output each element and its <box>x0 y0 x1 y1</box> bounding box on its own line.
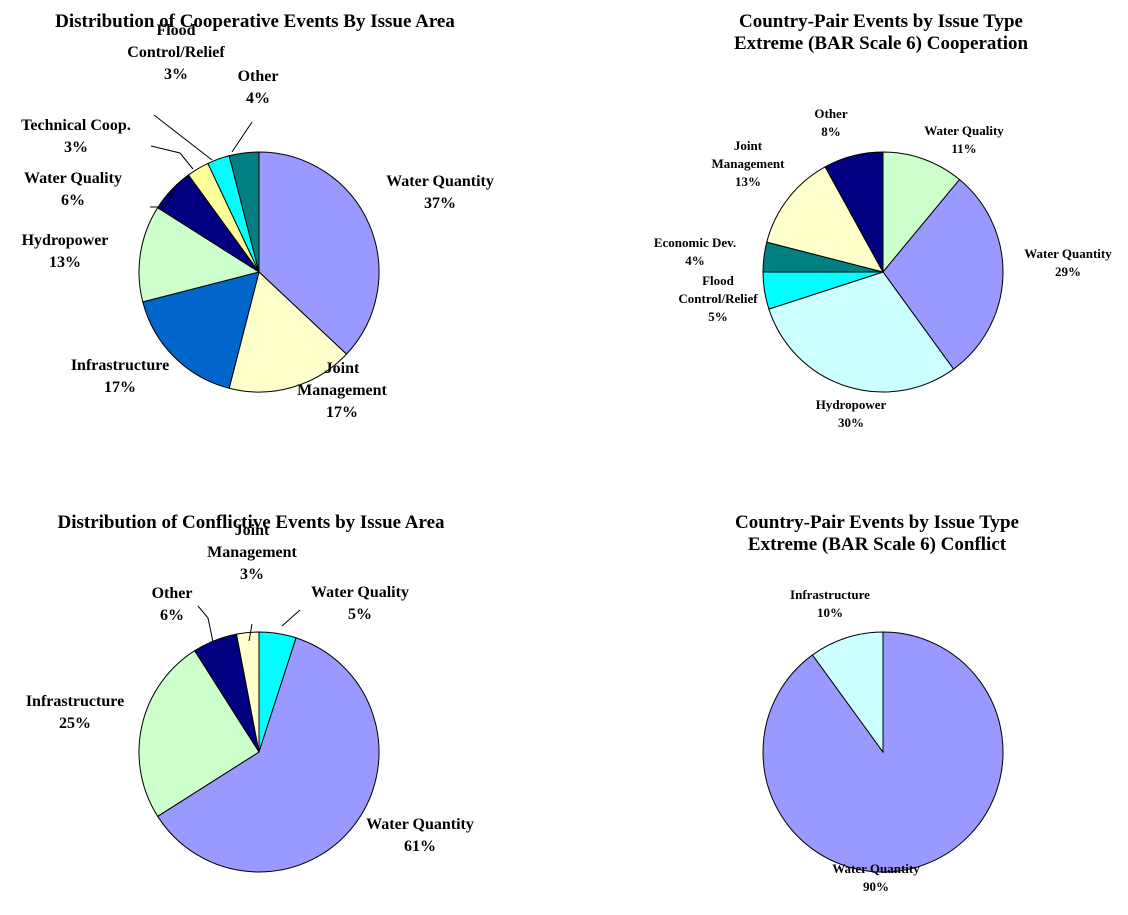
leader-line <box>281 609 301 627</box>
pie-slice-other <box>228 151 260 273</box>
pie-slice-infrastructure <box>138 649 260 817</box>
slice-label: Infrastructure 17% <box>71 357 169 396</box>
pie-slice-infrastructure <box>142 271 260 389</box>
slice-label: Hydropower 30% <box>816 397 887 430</box>
pie-slice-water-quantity <box>258 151 380 355</box>
pie-slice-hydropower <box>768 271 955 393</box>
chart-title: Extreme (BAR Scale 6) Conflict <box>748 534 1007 555</box>
slice-label: Joint Management 17% <box>297 360 387 421</box>
pie-slice-infrastructure <box>811 631 884 754</box>
slice-label: Infrastructure 10% <box>790 587 870 620</box>
pie-slice-joint-management <box>228 271 348 393</box>
slice-label: Infrastructure 25% <box>26 693 124 732</box>
pie-chart-4: Country-Pair Events by Issue TypeExtreme… <box>735 512 1019 894</box>
slice-label: Joint Management 13% <box>712 138 786 189</box>
chart-title: Distribution of Cooperative Events By Is… <box>55 11 455 32</box>
pie-slice-other <box>824 151 884 273</box>
pie-slice-joint-management <box>235 631 260 753</box>
slice-label: Hydropower 13% <box>22 232 109 271</box>
slice-label: Technical Coop. 3% <box>21 117 131 156</box>
slice-label: Water Quality 11% <box>924 123 1004 156</box>
slice-label: Other 4% <box>238 68 279 107</box>
leader-line <box>150 189 176 208</box>
leader-line <box>153 114 213 161</box>
slice-label: Other 8% <box>814 106 847 139</box>
pie-slice-water-quantity <box>156 637 380 873</box>
slice-label: Water Quantity 90% <box>832 861 920 894</box>
leader-line <box>248 623 253 642</box>
leader-line <box>150 145 194 170</box>
chart-title: Extreme (BAR Scale 6) Cooperation <box>734 33 1029 54</box>
slice-label: Flood Control/Relief 3% <box>127 22 225 83</box>
chart-title: Country-Pair Events by Issue Type <box>735 512 1019 533</box>
slice-label: Water Quantity 61% <box>366 816 474 855</box>
slice-label: Flood Control/Relief 5% <box>678 273 758 324</box>
pie-chart-1: Distribution of Cooperative Events By Is… <box>21 11 494 421</box>
slice-label: Water Quantity 37% <box>386 173 494 212</box>
pie-slice-water-quantity <box>882 178 1004 370</box>
chart-title: Country-Pair Events by Issue Type <box>739 11 1023 32</box>
leader-line <box>231 121 253 153</box>
pie-slice-water-quality <box>882 151 961 274</box>
pie-chart-2: Country-Pair Events by Issue TypeExtreme… <box>654 11 1112 430</box>
slice-label: Water Quality 5% <box>311 584 409 623</box>
leader-line <box>197 605 214 643</box>
slice-label: Other 6% <box>152 585 193 624</box>
slice-label: Water Quantity 29% <box>1024 246 1112 279</box>
pie-chart-3: Distribution of Conflictive Events by Is… <box>26 512 474 873</box>
pie-slice-hydropower <box>138 207 261 303</box>
slice-label: Economic Dev. 4% <box>654 235 736 268</box>
slice-label: Water Quality 6% <box>24 170 122 209</box>
slice-label: Joint Management 3% <box>207 522 297 583</box>
pie-slice-joint-management <box>766 166 884 273</box>
chart-title: Distribution of Conflictive Events by Is… <box>57 512 445 533</box>
